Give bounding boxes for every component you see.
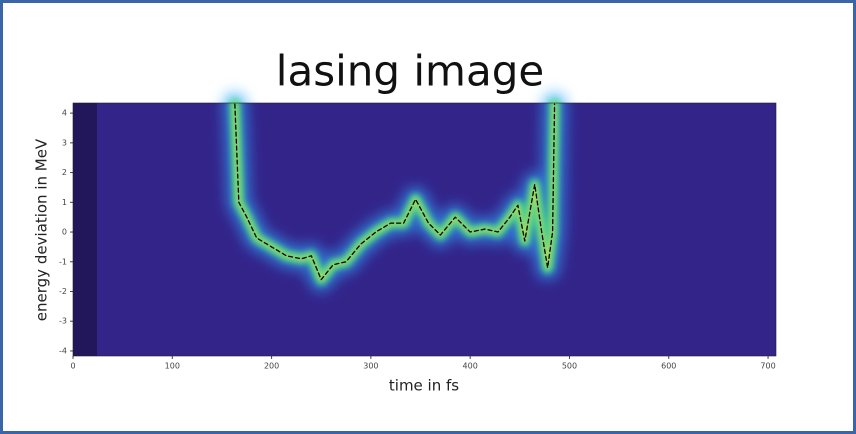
x-axis-label: time in fs bbox=[389, 377, 459, 395]
x-tick-label: 300 bbox=[363, 362, 378, 371]
x-tick-label: 100 bbox=[165, 362, 180, 371]
y-tick-label: 0 bbox=[62, 228, 67, 237]
x-tick-label: 200 bbox=[264, 362, 279, 371]
y-tick-label: -4 bbox=[59, 346, 67, 355]
y-tick-label: -1 bbox=[59, 257, 67, 266]
y-tick-label: 2 bbox=[62, 168, 67, 177]
y-axis-label: energy deviation in MeV bbox=[33, 138, 51, 321]
x-tick-label: 0 bbox=[70, 362, 75, 371]
plot-frame bbox=[72, 102, 777, 357]
x-tick-label: 500 bbox=[562, 362, 577, 371]
y-tick-label: 4 bbox=[62, 109, 67, 118]
y-tick-label: 3 bbox=[62, 138, 67, 147]
y-tick-label: 1 bbox=[62, 198, 67, 207]
plot-edge-strip bbox=[73, 103, 97, 356]
x-tick-label: 400 bbox=[463, 362, 478, 371]
x-tick-label: 600 bbox=[661, 362, 676, 371]
x-tick-label: 700 bbox=[760, 362, 775, 371]
y-tick-label: -3 bbox=[59, 317, 67, 326]
y-tick-label: -2 bbox=[59, 287, 67, 296]
line bbox=[234, 103, 556, 281]
chart-title: lasing image bbox=[276, 47, 544, 96]
